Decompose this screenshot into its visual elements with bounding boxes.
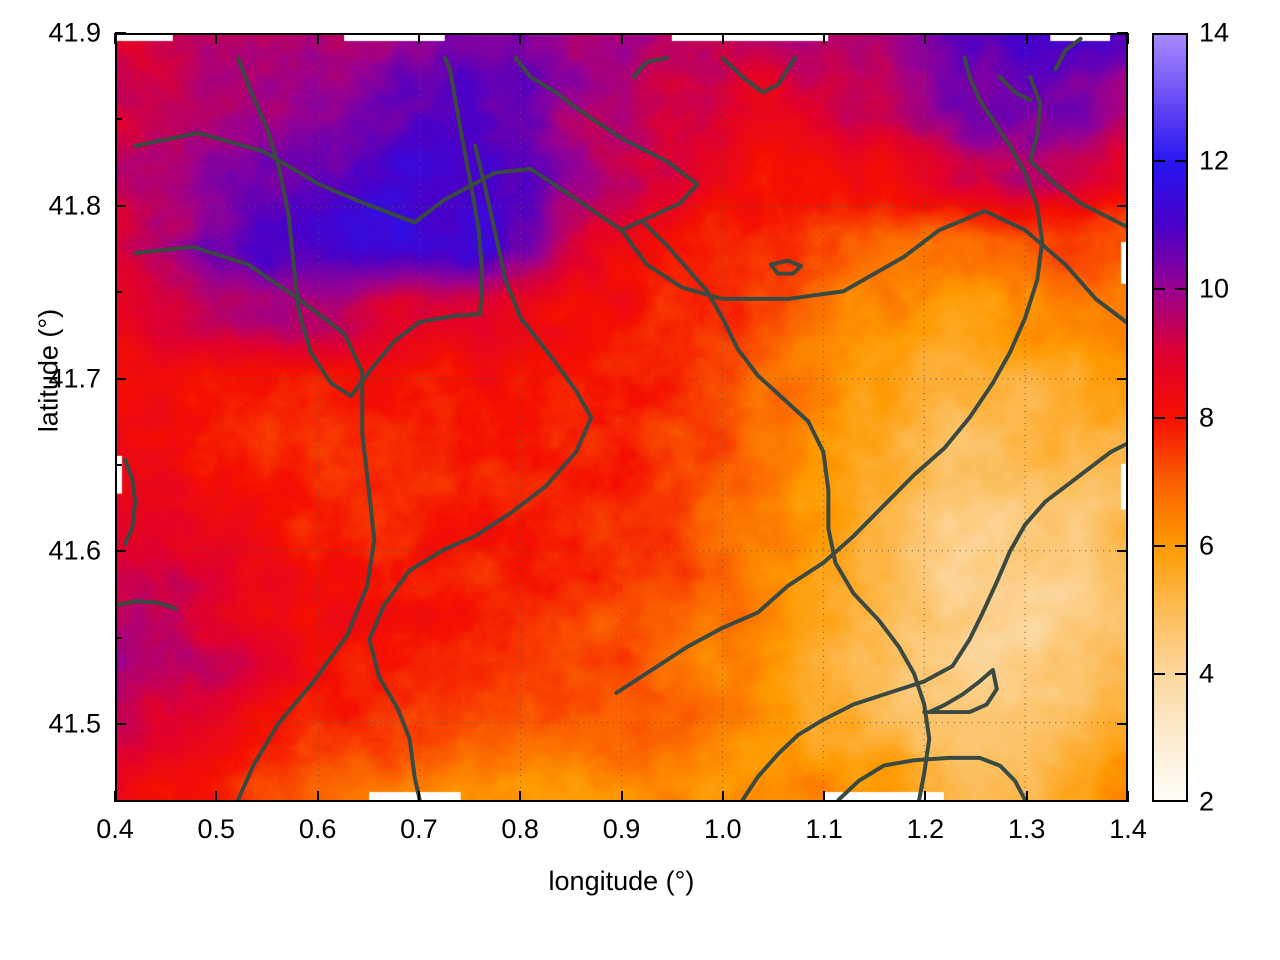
colorbar-tick-left bbox=[1152, 672, 1165, 675]
x-tick-top bbox=[114, 33, 116, 44]
colorbar-tick-right bbox=[1175, 416, 1188, 419]
y-tick-label: 41.5 bbox=[48, 708, 101, 739]
x-tick-bottom bbox=[924, 791, 927, 802]
colorbar-tick-right bbox=[1175, 672, 1188, 675]
x-tick-bottom bbox=[823, 791, 826, 802]
x-tick-top bbox=[823, 33, 826, 44]
y-tick-right bbox=[1117, 32, 1128, 34]
x-tick-bottom bbox=[114, 791, 116, 802]
x-tick-top bbox=[519, 33, 522, 44]
colorbar-tick-left bbox=[1152, 160, 1165, 163]
x-tick-label: 0.5 bbox=[197, 814, 236, 844]
y-tick-label: 41.7 bbox=[48, 363, 101, 394]
x-tick-bottom bbox=[215, 791, 218, 802]
y-tick-right bbox=[1117, 204, 1128, 207]
colorbar-tick-label: 6 bbox=[1199, 530, 1215, 561]
colorbar-tick-left bbox=[1152, 288, 1165, 291]
x-tick-label: 1.2 bbox=[906, 814, 945, 844]
y-tick-label: 41.6 bbox=[48, 535, 101, 566]
x-tick-label: 0.8 bbox=[501, 814, 539, 844]
x-tick-bottom bbox=[1127, 791, 1129, 802]
y-tick-right bbox=[1117, 550, 1128, 553]
x-tick-top bbox=[620, 33, 623, 44]
colorbar-tick-label: 8 bbox=[1199, 402, 1215, 432]
y-minor-tick bbox=[115, 464, 122, 467]
y-tick-label: 41.8 bbox=[48, 190, 101, 221]
x-tick-bottom bbox=[417, 791, 420, 802]
grid-lines bbox=[117, 35, 1126, 800]
x-tick-bottom bbox=[721, 791, 724, 802]
colorbar-tick-right bbox=[1175, 544, 1188, 547]
x-tick-bottom bbox=[1025, 791, 1028, 802]
x-axis-label: longitude (°) bbox=[548, 866, 695, 896]
y-tick-left bbox=[115, 204, 126, 207]
colorbar-tick-label: 2 bbox=[1199, 786, 1215, 817]
x-tick-top bbox=[316, 33, 319, 44]
x-tick-top bbox=[417, 33, 420, 44]
x-tick-label: 0.4 bbox=[96, 814, 134, 844]
x-tick-bottom bbox=[519, 791, 522, 802]
x-tick-label: 1.3 bbox=[1007, 814, 1046, 844]
colorbar-tick-left bbox=[1152, 416, 1165, 419]
x-tick-label: 0.7 bbox=[400, 814, 438, 844]
y-tick-left bbox=[115, 32, 126, 34]
y-minor-tick bbox=[115, 291, 122, 294]
x-tick-top bbox=[924, 33, 927, 44]
y-tick-right bbox=[1117, 723, 1128, 726]
colorbar-tick-left bbox=[1152, 544, 1165, 547]
plot-area bbox=[115, 33, 1128, 802]
colorbar-tick-label: 14 bbox=[1199, 17, 1230, 48]
y-tick-right bbox=[1117, 377, 1128, 380]
x-tick-top bbox=[215, 33, 218, 44]
y-axis-label: latitude (°) bbox=[33, 308, 64, 433]
x-tick-top bbox=[721, 33, 724, 44]
y-tick-left bbox=[115, 377, 126, 380]
contour-lines bbox=[117, 36, 1126, 800]
y-tick-label: 41.9 bbox=[48, 17, 101, 48]
x-tick-bottom bbox=[620, 791, 623, 802]
x-tick-bottom bbox=[316, 791, 319, 802]
y-minor-tick bbox=[115, 636, 122, 639]
x-tick-label: 1.0 bbox=[704, 814, 742, 844]
x-tick-label: 1.4 bbox=[1109, 814, 1147, 844]
y-tick-left bbox=[115, 723, 126, 726]
y-minor-tick bbox=[115, 118, 122, 121]
colorbar-tick-label: 12 bbox=[1199, 145, 1230, 176]
colorbar-tick-label: 4 bbox=[1199, 658, 1215, 689]
x-tick-label: 0.6 bbox=[298, 814, 337, 844]
y-tick-left bbox=[115, 550, 126, 553]
x-tick-label: 0.9 bbox=[602, 814, 641, 844]
x-tick-top bbox=[1127, 33, 1129, 44]
colorbar-tick-right bbox=[1175, 160, 1188, 163]
colorbar-tick-right bbox=[1175, 288, 1188, 291]
x-tick-label: 1.1 bbox=[805, 814, 843, 844]
x-tick-top bbox=[1025, 33, 1028, 44]
colorbar-tick-label: 10 bbox=[1199, 273, 1230, 304]
